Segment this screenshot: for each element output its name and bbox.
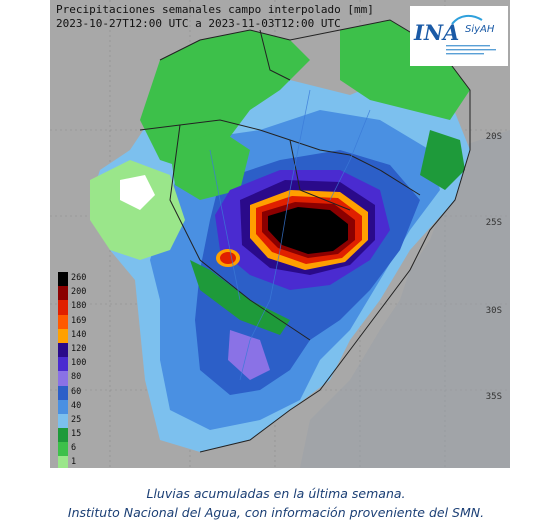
legend-swatch (58, 314, 68, 329)
figure-caption: Lluvias acumuladas en la última semana. … (0, 484, 552, 522)
field-green-east (420, 130, 465, 190)
legend-entry: 169 (58, 314, 87, 329)
legend-swatch (58, 272, 68, 287)
legend-label: 180 (71, 301, 87, 312)
legend-label: 25 (71, 414, 82, 425)
map-title-line1: Precipitaciones semanales campo interpol… (56, 3, 374, 16)
logo-wave-icon (451, 14, 483, 25)
field-dark-green (190, 260, 290, 335)
lat-label-35s: 35S (485, 392, 502, 402)
legend-entry: 120 (58, 342, 87, 358)
legend-entry: 15 (58, 428, 86, 443)
legend-label: 200 (71, 287, 87, 298)
legend-entry: 180 (58, 300, 87, 315)
lat-label-30s: 30S (485, 306, 502, 316)
field-green-west (90, 160, 185, 260)
legend-swatch (58, 442, 68, 457)
legend-swatch (58, 456, 68, 468)
legend-swatch (58, 385, 68, 400)
legend-label: 15 (71, 429, 82, 440)
logo-ina-text: INA (414, 20, 460, 45)
legend-swatch (58, 286, 68, 301)
lat-label-25s: 25S (485, 218, 502, 228)
legend-label: 60 (71, 386, 82, 397)
field-black-core (268, 207, 348, 254)
field-green-north (140, 30, 310, 170)
legend-entry: 40 (58, 399, 86, 414)
caption-line2: Instituto Nacional del Agua, con informa… (67, 505, 485, 520)
legend-swatch (58, 399, 68, 414)
lat-label-20s: 20S (485, 132, 502, 142)
legend-entry: 60 (58, 385, 86, 400)
legend-swatch (58, 428, 68, 443)
field-white-west (120, 175, 155, 210)
legend-label: 169 (71, 315, 87, 326)
logo-siyah-text: SiyAH (465, 24, 495, 35)
legend-label: 260 (71, 273, 87, 283)
field-lavender-south (228, 330, 270, 380)
legend-swatch (58, 371, 68, 386)
map-title-line2: 2023-10-27T12:00 UTC a 2023-11-03T12:00 … (56, 17, 341, 30)
legend-label: 1 (71, 457, 77, 468)
legend-swatch (58, 300, 68, 315)
precipitation-map: Precipitaciones semanales campo interpol… (50, 0, 510, 468)
field-green-center (170, 130, 250, 200)
legend-entry: 1 (58, 456, 86, 468)
ina-siyah-logo: INA SiyAH (410, 6, 508, 66)
legend-entry: 260 (58, 272, 87, 287)
legend-entry: 25 (58, 413, 86, 429)
legend-swatch (58, 357, 68, 372)
legend-label: 100 (71, 358, 87, 369)
legend-label: 120 (71, 343, 87, 354)
map-graphic (50, 0, 510, 468)
legend-entry: 100 (58, 357, 87, 372)
legend-swatch (58, 413, 68, 429)
legend-entry: 140 (58, 328, 87, 343)
legend-swatch (58, 328, 68, 343)
legend-label: 80 (71, 372, 82, 383)
legend-entry: 200 (58, 286, 87, 301)
logo-subtitle-lines-icon (446, 45, 496, 55)
caption-line1: Lluvias acumuladas en la última semana. (146, 486, 406, 501)
legend-label: 140 (71, 329, 87, 340)
field-green-northeast (340, 20, 470, 120)
legend-label: 40 (71, 400, 82, 411)
legend-label: 6 (71, 443, 77, 454)
color-legend: 2602001801691401201008060402515610 (58, 272, 86, 468)
legend-entry: 6 (58, 442, 86, 457)
legend-swatch (58, 342, 68, 358)
legend-entry: 80 (58, 371, 86, 386)
